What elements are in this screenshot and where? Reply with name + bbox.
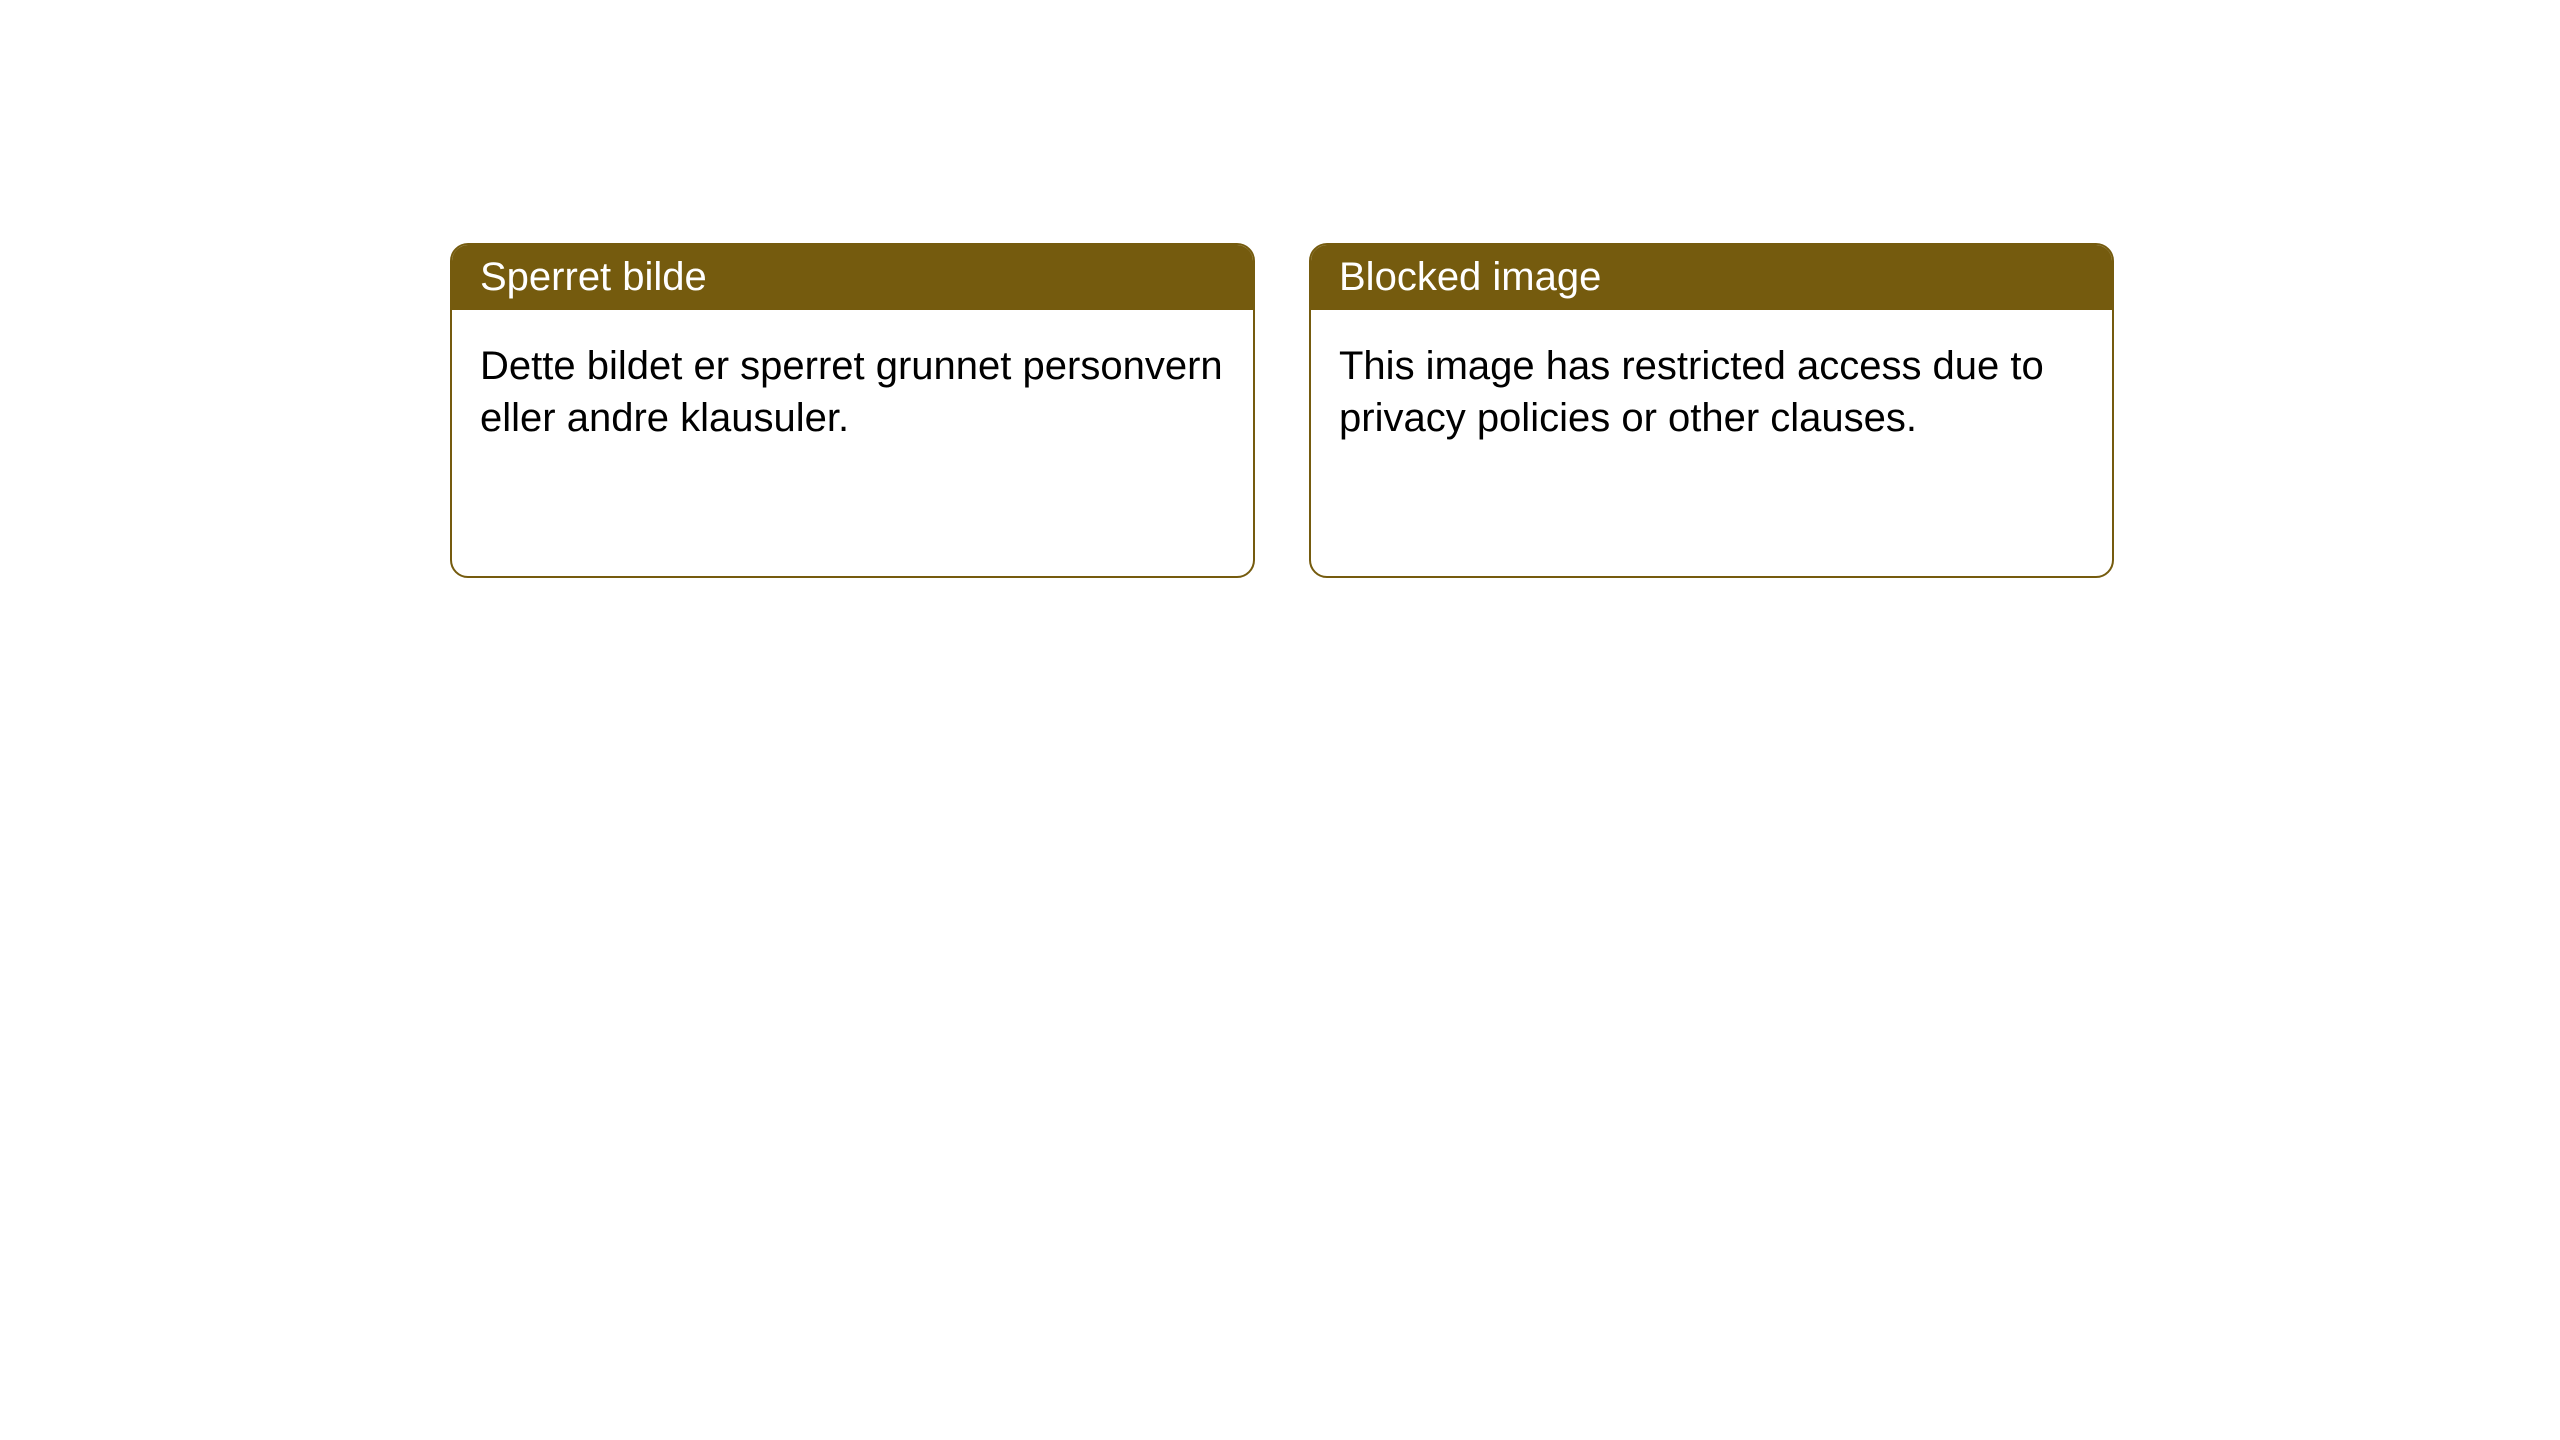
notice-body: This image has restricted access due to … <box>1311 310 2112 474</box>
notice-container: Sperret bilde Dette bildet er sperret gr… <box>0 0 2560 578</box>
notice-box-norwegian: Sperret bilde Dette bildet er sperret gr… <box>450 243 1255 578</box>
notice-box-english: Blocked image This image has restricted … <box>1309 243 2114 578</box>
notice-body: Dette bildet er sperret grunnet personve… <box>452 310 1253 474</box>
notice-title: Sperret bilde <box>452 245 1253 310</box>
notice-title: Blocked image <box>1311 245 2112 310</box>
